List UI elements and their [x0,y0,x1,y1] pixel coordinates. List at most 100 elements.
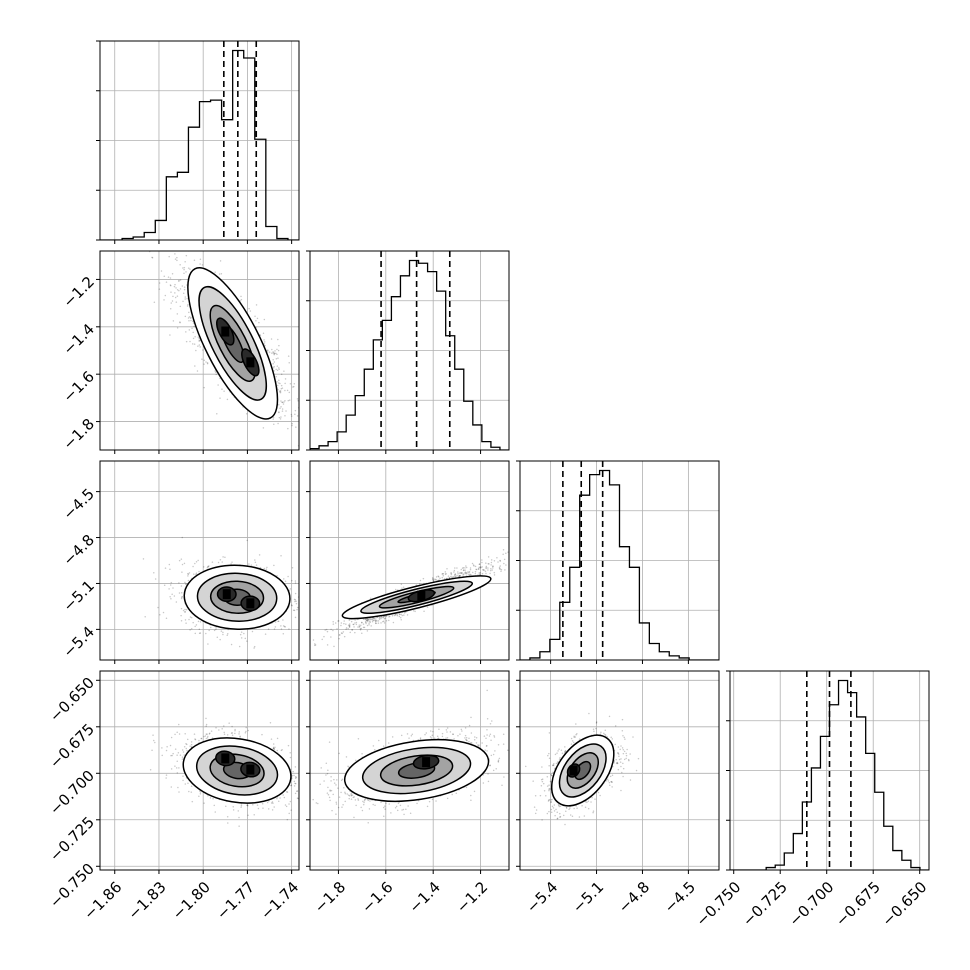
scatter-point [226,734,229,736]
scatter-point [477,568,480,570]
scatter-point [180,597,183,600]
scatter-point [189,616,192,618]
scatter-point [251,630,254,633]
scatter-point [164,567,167,569]
scatter-point [361,621,363,624]
scatter-point [355,621,358,624]
scatter-point [510,576,512,578]
scatter-point [170,581,173,584]
scatter-point [283,578,285,580]
scatter-point [369,597,372,599]
scatter-point [296,608,298,611]
scatter-point [398,615,401,618]
scatter-point [169,277,172,279]
scatter-point [368,618,370,621]
scatter-point [349,631,351,634]
scatter-point [273,365,275,368]
scatter-point [279,390,281,392]
scatter-point [199,340,201,342]
scatter-point [458,574,461,577]
scatter-point [474,570,477,573]
scatter-point [290,604,293,606]
scatter-point [426,606,429,608]
scatter-point [441,576,444,579]
scatter-point [264,633,267,635]
panel-content [310,461,514,660]
scatter-point [288,812,290,815]
scatter-point [290,809,292,811]
scatter-point [179,279,182,281]
scatter-point [263,343,266,345]
y-tick-label: −1.2 [60,273,98,311]
scatter-point [339,634,341,636]
scatter-point [179,263,181,266]
scatter-point [286,818,289,821]
scatter-point [228,722,230,724]
scatter-point [246,804,249,806]
scatter-point [321,638,323,641]
scatter-point [359,625,361,628]
scatter-point [312,639,315,641]
scatter-point [499,559,501,562]
scatter-point [180,619,183,622]
scatter-point [245,726,247,729]
scatter-point [281,401,284,404]
scatter-point [296,606,299,609]
scatter-point [267,349,269,352]
scatter-point [265,568,268,570]
scatter-point [180,591,183,594]
scatter-point [285,805,288,808]
scatter-point [278,800,280,803]
panel-content [100,461,299,660]
scatter-point [284,389,286,392]
scatter-point [184,296,186,298]
scatter-point [152,739,155,742]
scatter-point [291,567,294,569]
scatter-point [203,359,206,362]
scatter-point [174,748,177,750]
scatter-point [259,334,262,337]
scatter-point [279,391,281,393]
scatter-point [186,305,189,307]
scatter-point [432,580,435,582]
scatter-point [478,563,481,566]
scatter-point [483,569,485,571]
scatter-point [498,567,501,570]
scatter-point [170,786,173,788]
scatter-point [470,573,472,576]
scatter-point [185,340,188,343]
scatter-point [353,626,355,628]
scatter-point [401,587,403,589]
scatter-point [277,357,279,359]
scatter-point [198,344,201,346]
scatter-point [217,561,220,564]
scatter-point [170,284,172,287]
scatter-point [263,339,265,341]
scatter-point [469,568,472,571]
scatter-point [183,266,186,269]
scatter-point [512,560,514,562]
scatter-point [281,401,283,404]
scatter-point [278,379,280,381]
scatter-point [288,362,290,364]
scatter-point [283,796,286,799]
scatter-point [206,362,209,364]
scatter-point [376,620,378,622]
scatter-point [361,632,363,634]
scatter-point [375,622,377,625]
scatter-point [199,632,202,634]
scatter-point [382,620,384,623]
scatter-point [273,370,275,372]
scatter-point [280,400,282,402]
scatter-point [435,576,438,578]
scatter-point [273,628,276,630]
scatter-point [278,368,280,371]
scatter-point [230,643,233,646]
scatter-point [214,271,216,273]
scatter-point [192,331,194,334]
scatter-point [487,569,489,571]
scatter-point [347,624,350,626]
scatter-point [485,562,487,564]
scatter-point [444,577,446,580]
scatter-point [163,275,166,277]
